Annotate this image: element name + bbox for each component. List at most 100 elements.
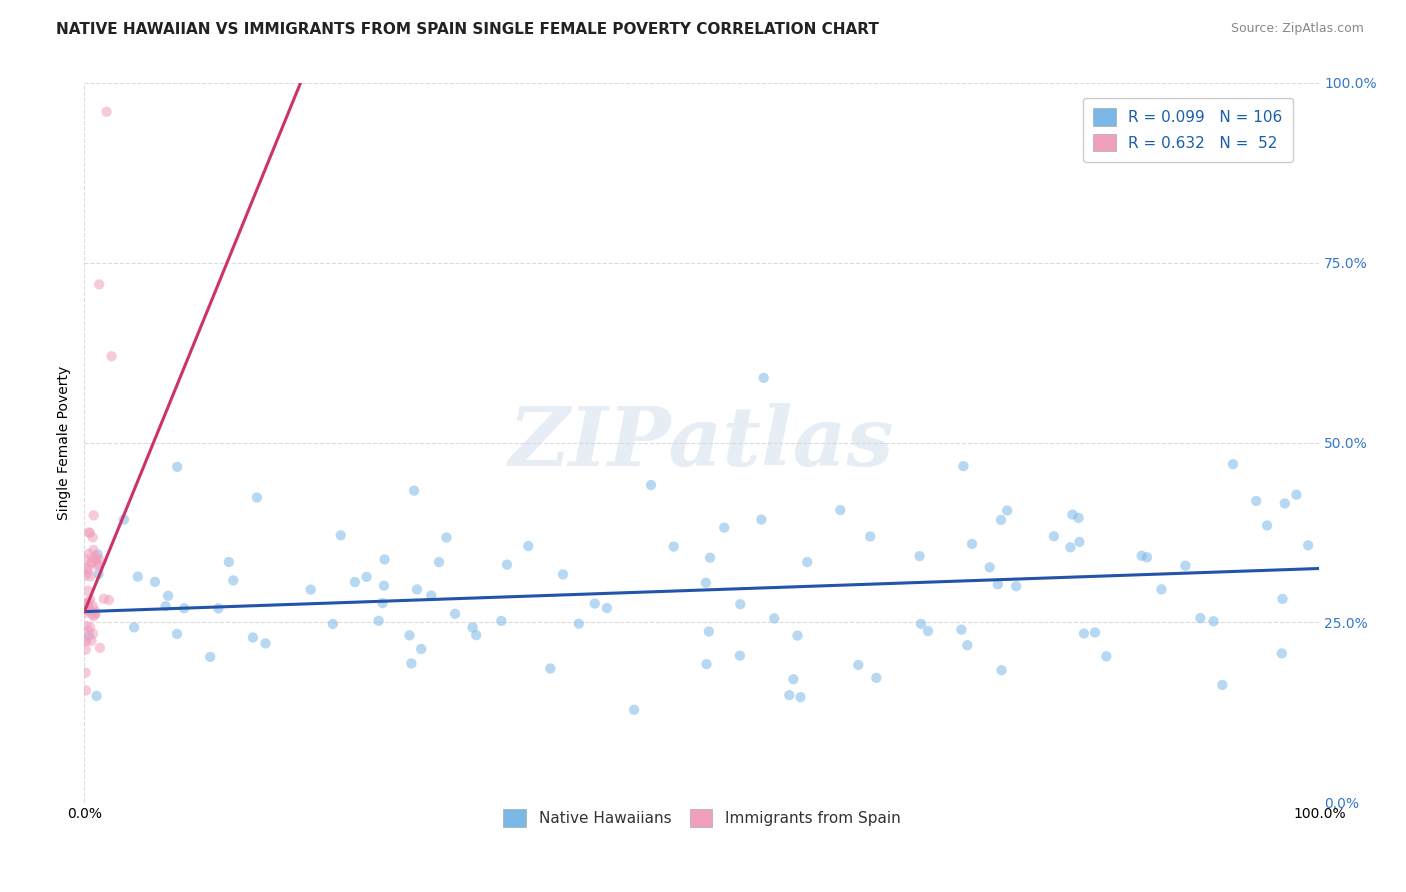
Point [491,614,513,628]
Point [77,624,100,638]
Point [517,539,540,553]
Point [77,600,100,615]
Point [1222,457,1244,471]
Text: NATIVE HAWAIIAN VS IMMIGRANTS FROM SPAIN SINGLE FEMALE POVERTY CORRELATION CHART: NATIVE HAWAIIAN VS IMMIGRANTS FROM SPAIN… [56,22,879,37]
Point [75,568,97,582]
Point [1271,647,1294,661]
Point [786,629,808,643]
Point [75,634,97,648]
Point [100,349,122,363]
Point [596,601,619,615]
Point [910,616,932,631]
Point [551,567,574,582]
Point [77,547,100,561]
Point [411,642,433,657]
Point [640,478,662,492]
Point [79,569,101,583]
Point [583,597,606,611]
Point [763,611,786,625]
Y-axis label: Single Female Poverty: Single Female Poverty [58,366,72,520]
Point [86,689,108,703]
Point [1005,579,1028,593]
Point [76,552,98,566]
Point [1043,529,1066,543]
Point [796,555,818,569]
Point [143,574,166,589]
Point [859,529,882,543]
Point [1202,614,1225,628]
Point [1274,496,1296,510]
Point [830,503,852,517]
Point [697,624,720,639]
Point [79,592,101,607]
Point [89,640,111,655]
Point [84,607,107,622]
Point [496,558,519,572]
Point [956,638,979,652]
Point [83,543,105,558]
Point [908,549,931,563]
Point [420,589,443,603]
Point [299,582,322,597]
Point [917,624,939,638]
Point [75,596,97,610]
Point [77,602,100,616]
Point [218,555,240,569]
Point [75,683,97,698]
Point [752,371,775,385]
Point [1067,511,1090,525]
Point [254,636,277,650]
Point [76,599,98,613]
Point [538,661,561,675]
Point [987,577,1010,591]
Point [127,569,149,583]
Point [112,512,135,526]
Point [75,665,97,680]
Point [84,553,107,567]
Point [80,607,103,621]
Point [1296,538,1319,552]
Point [960,537,983,551]
Point [402,483,425,498]
Point [83,508,105,523]
Point [367,614,389,628]
Point [728,648,751,663]
Point [782,672,804,686]
Point [79,620,101,634]
Point [730,597,752,611]
Point [778,688,800,702]
Point [80,633,103,648]
Point [1189,611,1212,625]
Point [155,599,177,614]
Point [699,550,721,565]
Point [461,620,484,634]
Point [87,548,110,562]
Point [80,556,103,570]
Point [990,513,1012,527]
Point [444,607,467,621]
Point [356,570,378,584]
Point [76,583,98,598]
Point [401,657,423,671]
Point [846,657,869,672]
Point [1174,558,1197,573]
Point [406,582,429,597]
Point [398,628,420,642]
Point [76,618,98,632]
Point [979,560,1001,574]
Point [623,703,645,717]
Point [427,555,450,569]
Point [80,555,103,569]
Point [789,690,811,705]
Point [695,575,717,590]
Point [77,566,100,580]
Point [242,631,264,645]
Point [1059,541,1081,555]
Point [1136,550,1159,565]
Point [713,520,735,534]
Point [84,607,107,621]
Point [568,616,591,631]
Point [75,642,97,657]
Point [93,591,115,606]
Point [1084,625,1107,640]
